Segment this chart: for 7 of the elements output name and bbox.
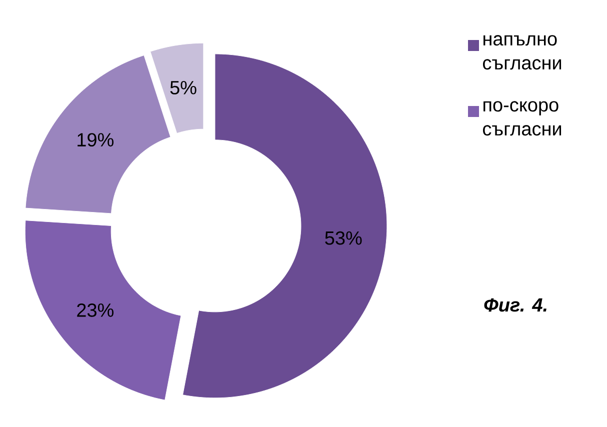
data-label: 19% bbox=[78, 133, 114, 147]
data-label: 5% bbox=[170, 81, 196, 94]
legend-label: напълно съгласни bbox=[483, 35, 562, 70]
data-label: 23% bbox=[77, 303, 114, 317]
data-label: 53% bbox=[325, 231, 362, 245]
legend-label: по-скоро съгласни bbox=[483, 101, 562, 136]
text: Фиг. 4. bbox=[484, 298, 546, 312]
